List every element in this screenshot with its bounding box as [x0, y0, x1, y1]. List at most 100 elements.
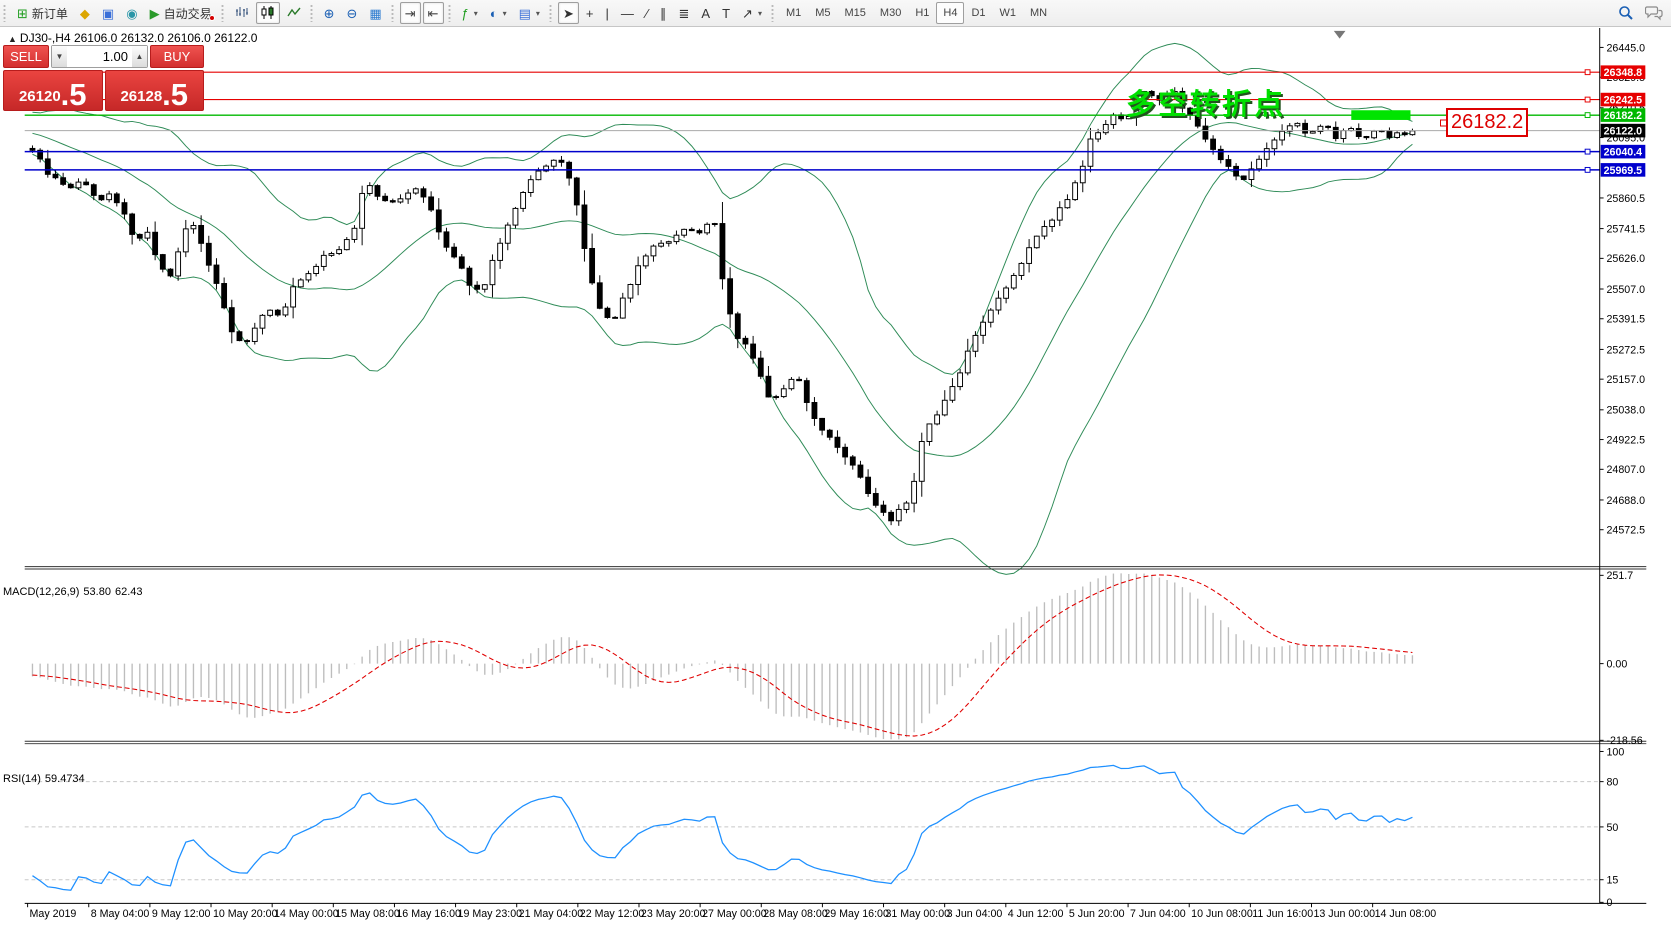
svg-text:4 Jun 12:00: 4 Jun 12:00: [1008, 908, 1064, 920]
svg-text:80: 80: [1607, 777, 1619, 789]
price-callout-box[interactable]: 26182.2: [1446, 108, 1529, 137]
price-level-label: [1600, 163, 1646, 177]
timeframe-m5[interactable]: M5: [815, 7, 831, 19]
dropdown-caret-icon[interactable]: ▾: [473, 8, 478, 18]
svg-text:19 May 23:00: 19 May 23:00: [458, 908, 523, 920]
autotrading-button[interactable]: ▶ 自动交易: [145, 2, 217, 24]
sell-price[interactable]: 26120.5: [3, 70, 103, 111]
text-button[interactable]: A: [696, 2, 715, 24]
toolbar-grip: [220, 4, 226, 22]
price-axis-labels: 26445.026329.526210.526095.025860.525741…: [1599, 42, 1646, 909]
fibonacci-button[interactable]: ≣: [674, 2, 695, 24]
hline-handle[interactable]: [1584, 69, 1591, 76]
buy-button[interactable]: BUY: [150, 45, 204, 68]
volume-spinner: ▼ 1.00 ▲: [51, 45, 148, 68]
tile-windows-button[interactable]: ▦: [364, 2, 386, 24]
volume-value[interactable]: 1.00: [102, 49, 128, 64]
candlestick-chart-button[interactable]: [255, 2, 280, 24]
cursor-icon: ➤: [562, 5, 574, 21]
svg-text:22 May 12:00: 22 May 12:00: [580, 908, 645, 920]
svg-text:11 Jun 16:00: 11 Jun 16:00: [1252, 908, 1313, 920]
timeframe-h1[interactable]: H1: [915, 7, 930, 19]
sell-button[interactable]: SELL: [3, 45, 49, 68]
chat-icon[interactable]: [1645, 3, 1663, 23]
crosshair-icon: +: [585, 5, 594, 21]
fibonacci-icon: ≣: [678, 5, 690, 21]
shapes-button[interactable]: ↗ ▾: [737, 2, 767, 24]
timeframe-mn[interactable]: MN: [1030, 7, 1048, 19]
buy-price-main: 26128: [120, 88, 163, 105]
crosshair-button[interactable]: +: [581, 2, 599, 24]
svg-text:13 Jun 00:00: 13 Jun 00:00: [1313, 908, 1375, 920]
svg-text:27 May 00:00: 27 May 00:00: [702, 908, 767, 920]
bar-chart-button[interactable]: [230, 2, 254, 24]
dropdown-caret-icon[interactable]: ▾: [535, 8, 540, 18]
label-button[interactable]: T: [717, 2, 735, 24]
chart-annotation-text[interactable]: 多空转折点: [1126, 89, 1287, 121]
auto-scroll-icon: ⇥: [404, 5, 416, 21]
symbol-arrow-icon: ▲: [8, 34, 17, 44]
rsi-line: [32, 764, 1413, 891]
hline-handle[interactable]: [1584, 166, 1591, 173]
chart-shift-button[interactable]: ⇤: [422, 2, 444, 24]
market-watch-button[interactable]: ◆: [75, 2, 95, 24]
svg-text:26122.0: 26122.0: [1604, 125, 1643, 137]
hline-handle[interactable]: [1584, 112, 1591, 119]
hline-handle[interactable]: [1584, 148, 1591, 155]
chart-symbol-header: ▲ DJ30-,H4 26106.0 26132.0 26106.0 26122.…: [8, 31, 257, 45]
chart-shift-marker[interactable]: [1333, 30, 1346, 39]
toolbar-grip: [548, 4, 554, 22]
candlestick-chart-icon: [261, 5, 275, 21]
timeframe-h4[interactable]: H4: [936, 2, 965, 24]
dropdown-caret-icon[interactable]: ▾: [502, 8, 507, 18]
templates-button[interactable]: ▤ ▾: [514, 2, 545, 24]
autotrading-button-label: 自动交易: [163, 6, 212, 21]
auto-scroll-button[interactable]: ⇥: [399, 2, 421, 24]
chart-window-button[interactable]: ▣: [97, 2, 119, 24]
periods-button[interactable]: ◐ ▾: [485, 2, 512, 24]
new-order-button[interactable]: ⊞ 新订单: [12, 2, 73, 24]
price-level-label: [1600, 108, 1646, 122]
svg-text:15: 15: [1607, 875, 1619, 887]
volume-increase-button[interactable]: ▲: [132, 46, 147, 67]
zoom-in-button[interactable]: ⊕: [319, 2, 340, 24]
svg-text:26040.4: 26040.4: [1604, 147, 1643, 159]
search-icon[interactable]: [1617, 3, 1635, 23]
svg-text:23 May 20:00: 23 May 20:00: [641, 908, 706, 920]
new-order-icon: ⊞: [17, 5, 28, 21]
horizontal-line-button[interactable]: —: [616, 2, 639, 24]
dropdown-caret-icon[interactable]: ▾: [757, 8, 762, 18]
chart-canvas[interactable]: 26445.026329.526210.526095.025860.525741…: [0, 28, 1671, 947]
timeframe-w1[interactable]: W1: [999, 7, 1017, 19]
svg-text:14 May 00:00: 14 May 00:00: [274, 908, 339, 920]
indicators-button[interactable]: ƒ ▾: [457, 2, 483, 24]
hline-handle[interactable]: [1584, 96, 1591, 103]
timeframe-m30[interactable]: M30: [879, 7, 902, 19]
svg-text:0: 0: [1607, 897, 1613, 909]
rsi-value: 59.4734: [44, 773, 85, 785]
volume-decrease-button[interactable]: ▼: [52, 46, 67, 67]
buy-price[interactable]: 26128.5: [104, 70, 204, 111]
macd-title-text: MACD(12,26,9): [3, 586, 80, 598]
svg-text:24572.5: 24572.5: [1607, 525, 1646, 537]
svg-text:50: 50: [1607, 822, 1619, 834]
new-order-button-label: 新订单: [31, 6, 68, 21]
timeframe-m15[interactable]: M15: [844, 7, 866, 19]
svg-text:25507.0: 25507.0: [1607, 284, 1646, 296]
zoom-out-button[interactable]: ⊖: [341, 2, 362, 24]
svg-text:251.7: 251.7: [1607, 570, 1634, 582]
trendline-button[interactable]: ∕: [641, 2, 653, 24]
timeframe-m1[interactable]: M1: [785, 7, 802, 19]
macd-indicator-label: MACD(12,26,9) 53.80 62.43: [3, 586, 146, 598]
price-level-label: [1600, 65, 1646, 79]
line-chart-button[interactable]: [282, 2, 306, 24]
vertical-line-icon: |: [605, 5, 609, 21]
cursor-button[interactable]: ➤: [557, 2, 579, 24]
signals-button[interactable]: ◉: [121, 2, 142, 24]
highlight-marker[interactable]: [1351, 110, 1411, 120]
channel-button[interactable]: ∥: [655, 2, 672, 24]
vertical-line-button[interactable]: |: [600, 2, 613, 24]
svg-text:15 May 08:00: 15 May 08:00: [335, 908, 400, 920]
toolbar-grip: [447, 4, 453, 22]
timeframe-d1[interactable]: D1: [971, 7, 986, 19]
